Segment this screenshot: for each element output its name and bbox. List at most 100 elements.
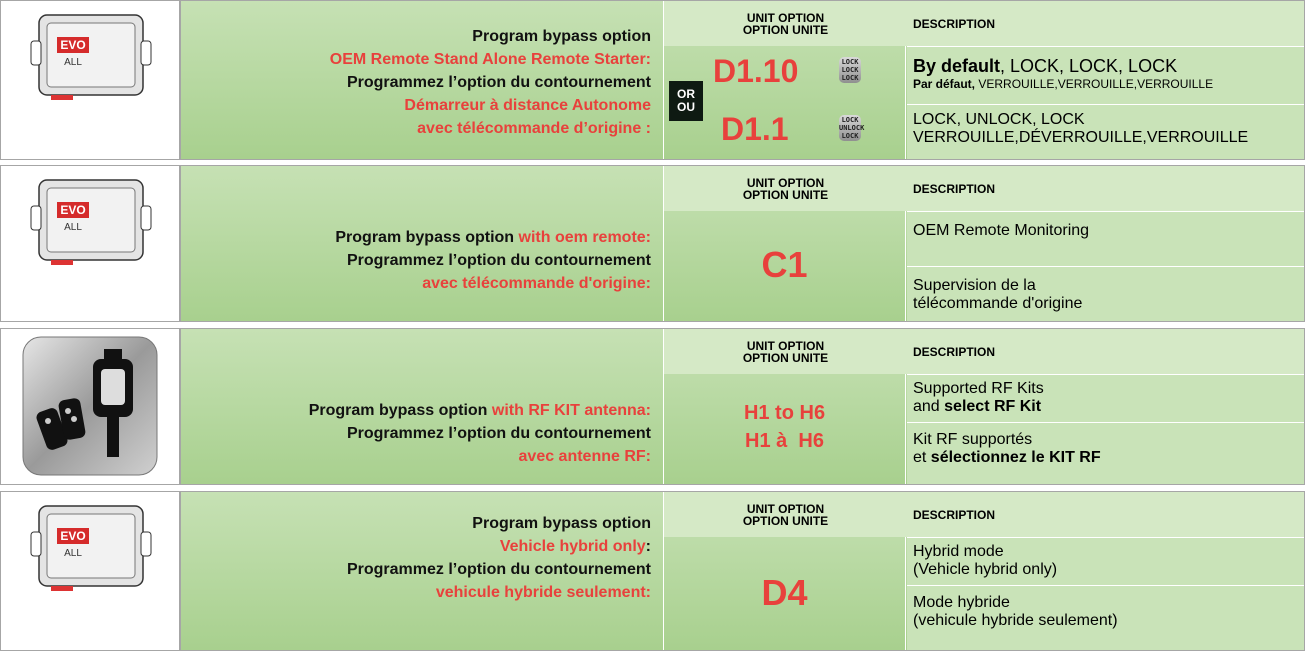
logo-label: ALL (64, 548, 82, 559)
section: EVO ALL Program bypass option Vehicle hyb… (0, 491, 1305, 651)
device-image: EVO ALL (30, 179, 152, 265)
description-text: select RF Kit (944, 398, 1042, 415)
section-title: Program bypass option OEM Remote Stand A… (181, 25, 651, 140)
unit-header: UNIT OPTION OPTION UNITE (663, 329, 908, 374)
logo-text: EVO (60, 38, 85, 52)
device-icon: EVO ALL (1, 492, 181, 650)
title-line: Programmez l’option du contournement (346, 561, 651, 578)
section: EVO ALL Program bypass option with oem re… (0, 165, 1305, 322)
title-line: Program bypass option (472, 28, 651, 45)
description-cell: Mode hybride (vehicule hybride seulement) (907, 585, 1304, 650)
logo-box (57, 202, 89, 218)
lock-text: LOCK (841, 116, 859, 124)
title-line: Programmez l’option du contournement (346, 74, 651, 91)
lock-text: LOCK (841, 132, 859, 140)
description-cell: Supervision de la télécommande d'origine (907, 266, 1304, 321)
device-tab (30, 40, 42, 66)
header-text: OPTION UNITE (742, 513, 829, 528)
title-line: avec télécommande d'origine: (422, 275, 651, 292)
device-image: EVO ALL (30, 14, 152, 100)
unit-cell (663, 46, 906, 159)
device-icon: EVO ALL (1, 1, 181, 159)
lock-icon: LOCK UNLOCK LOCK (839, 115, 865, 141)
description-cell: By default, LOCK, LOCK, LOCK Par défaut,… (907, 46, 1304, 104)
header-text: UNIT OPTION (746, 175, 825, 190)
device-tab (140, 40, 152, 66)
title-line: avec télécommande d’origine : (417, 120, 651, 137)
description-text: Hybrid mode (913, 543, 1004, 560)
section: Program bypass option with RF KIT antenn… (0, 328, 1305, 485)
description-cell: Kit RF supportés et sélectionnez le KIT R… (907, 422, 1304, 484)
title-line: OEM Remote Stand Alone Remote Starter: (329, 51, 651, 68)
device-inner (46, 513, 136, 579)
title-line: Program bypass option (308, 402, 488, 419)
unit-header: UNIT OPTION OPTION UNITE (663, 166, 908, 211)
description-text: and (913, 398, 940, 415)
logo-box (57, 528, 89, 544)
title-line: vehicule hybride seulement: (435, 584, 651, 601)
title-line: : (645, 538, 651, 555)
description-text: LOCK, UNLOCK, LOCK (913, 111, 1085, 128)
description-text: Supervision de la (913, 277, 1036, 294)
title-line: with oem remote: (518, 229, 651, 246)
option-code: C1 (761, 244, 808, 285)
title-line: with RF KIT antenna: (491, 402, 651, 419)
logo-text: EVO (60, 529, 85, 543)
description-text: , LOCK, LOCK, LOCK (1000, 56, 1178, 76)
description-text: télécommande d'origine (913, 295, 1083, 312)
section: EVO ALL Program bypass option OEM Remote … (0, 0, 1305, 160)
device-tab (140, 531, 152, 557)
description-header: DESCRIPTION (907, 166, 1304, 211)
logo-text: EVO (60, 203, 85, 217)
device-icon: EVO ALL (1, 166, 181, 321)
device-tab (140, 205, 152, 231)
description-text: Mode hybride (913, 594, 1010, 611)
description-text: VERROUILLE,VERROUILLE,VERROUILLE (975, 77, 1214, 91)
logo-box (57, 37, 89, 53)
description-header: DESCRIPTION (907, 1, 1304, 46)
header-text: OPTION UNITE (742, 22, 829, 37)
description-cell: OEM Remote Monitoring (907, 211, 1304, 266)
description-text: OEM Remote Monitoring (913, 222, 1090, 239)
unit-header: UNIT OPTION OPTION UNITE (663, 1, 908, 46)
description-text: Supported RF Kits (913, 380, 1044, 397)
lock-text: LOCK (841, 66, 859, 74)
unit-cell (663, 211, 906, 321)
lock-text: LOCK (841, 58, 859, 66)
description-text: (Vehicle hybrid only) (913, 561, 1058, 578)
title-line: Vehicle hybrid only (499, 538, 646, 555)
logo-label: ALL (64, 222, 82, 233)
header-text: OPTION UNITE (742, 350, 829, 365)
title-line: Program bypass option (472, 515, 651, 532)
option-code: D1.1 (721, 111, 789, 147)
device-led (51, 95, 73, 100)
rf-icon (1, 329, 181, 484)
device-tab (30, 531, 42, 557)
description-text: Par défaut, (913, 77, 976, 91)
option-code: H1 to H6 (743, 402, 826, 424)
description-text: By default (913, 56, 1001, 76)
lock-text: LOCK (841, 74, 859, 82)
option-code: D4 (761, 572, 808, 613)
description-text: (vehicule hybride seulement) (913, 612, 1118, 629)
title-line: Programmez l’option du contournement (346, 252, 651, 269)
header-text: UNIT OPTION (746, 10, 825, 25)
description-cell: Hybrid mode (Vehicle hybrid only) (907, 537, 1304, 585)
header-text: UNIT OPTION (746, 501, 825, 516)
device-inner (46, 22, 136, 88)
or-text: OR (677, 87, 695, 101)
header-text: UNIT OPTION (746, 338, 825, 353)
unit-cell (663, 374, 906, 484)
rf-image (22, 336, 158, 476)
description-header: DESCRIPTION (907, 329, 1304, 374)
section-title: Program bypass option with RF KIT antenn… (181, 399, 651, 468)
or-badge: OR OU (669, 81, 703, 121)
unit-cell (663, 537, 906, 650)
lock-text: UNLOCK (839, 124, 865, 132)
option-code: H1 à H6 (745, 430, 824, 452)
unit-header: UNIT OPTION OPTION UNITE (663, 492, 908, 537)
option-codes: H1 to H6 H1 à H6 (663, 399, 906, 455)
lock-icon: LOCK LOCK LOCK (839, 57, 861, 83)
title-line: Program bypass option (335, 229, 515, 246)
